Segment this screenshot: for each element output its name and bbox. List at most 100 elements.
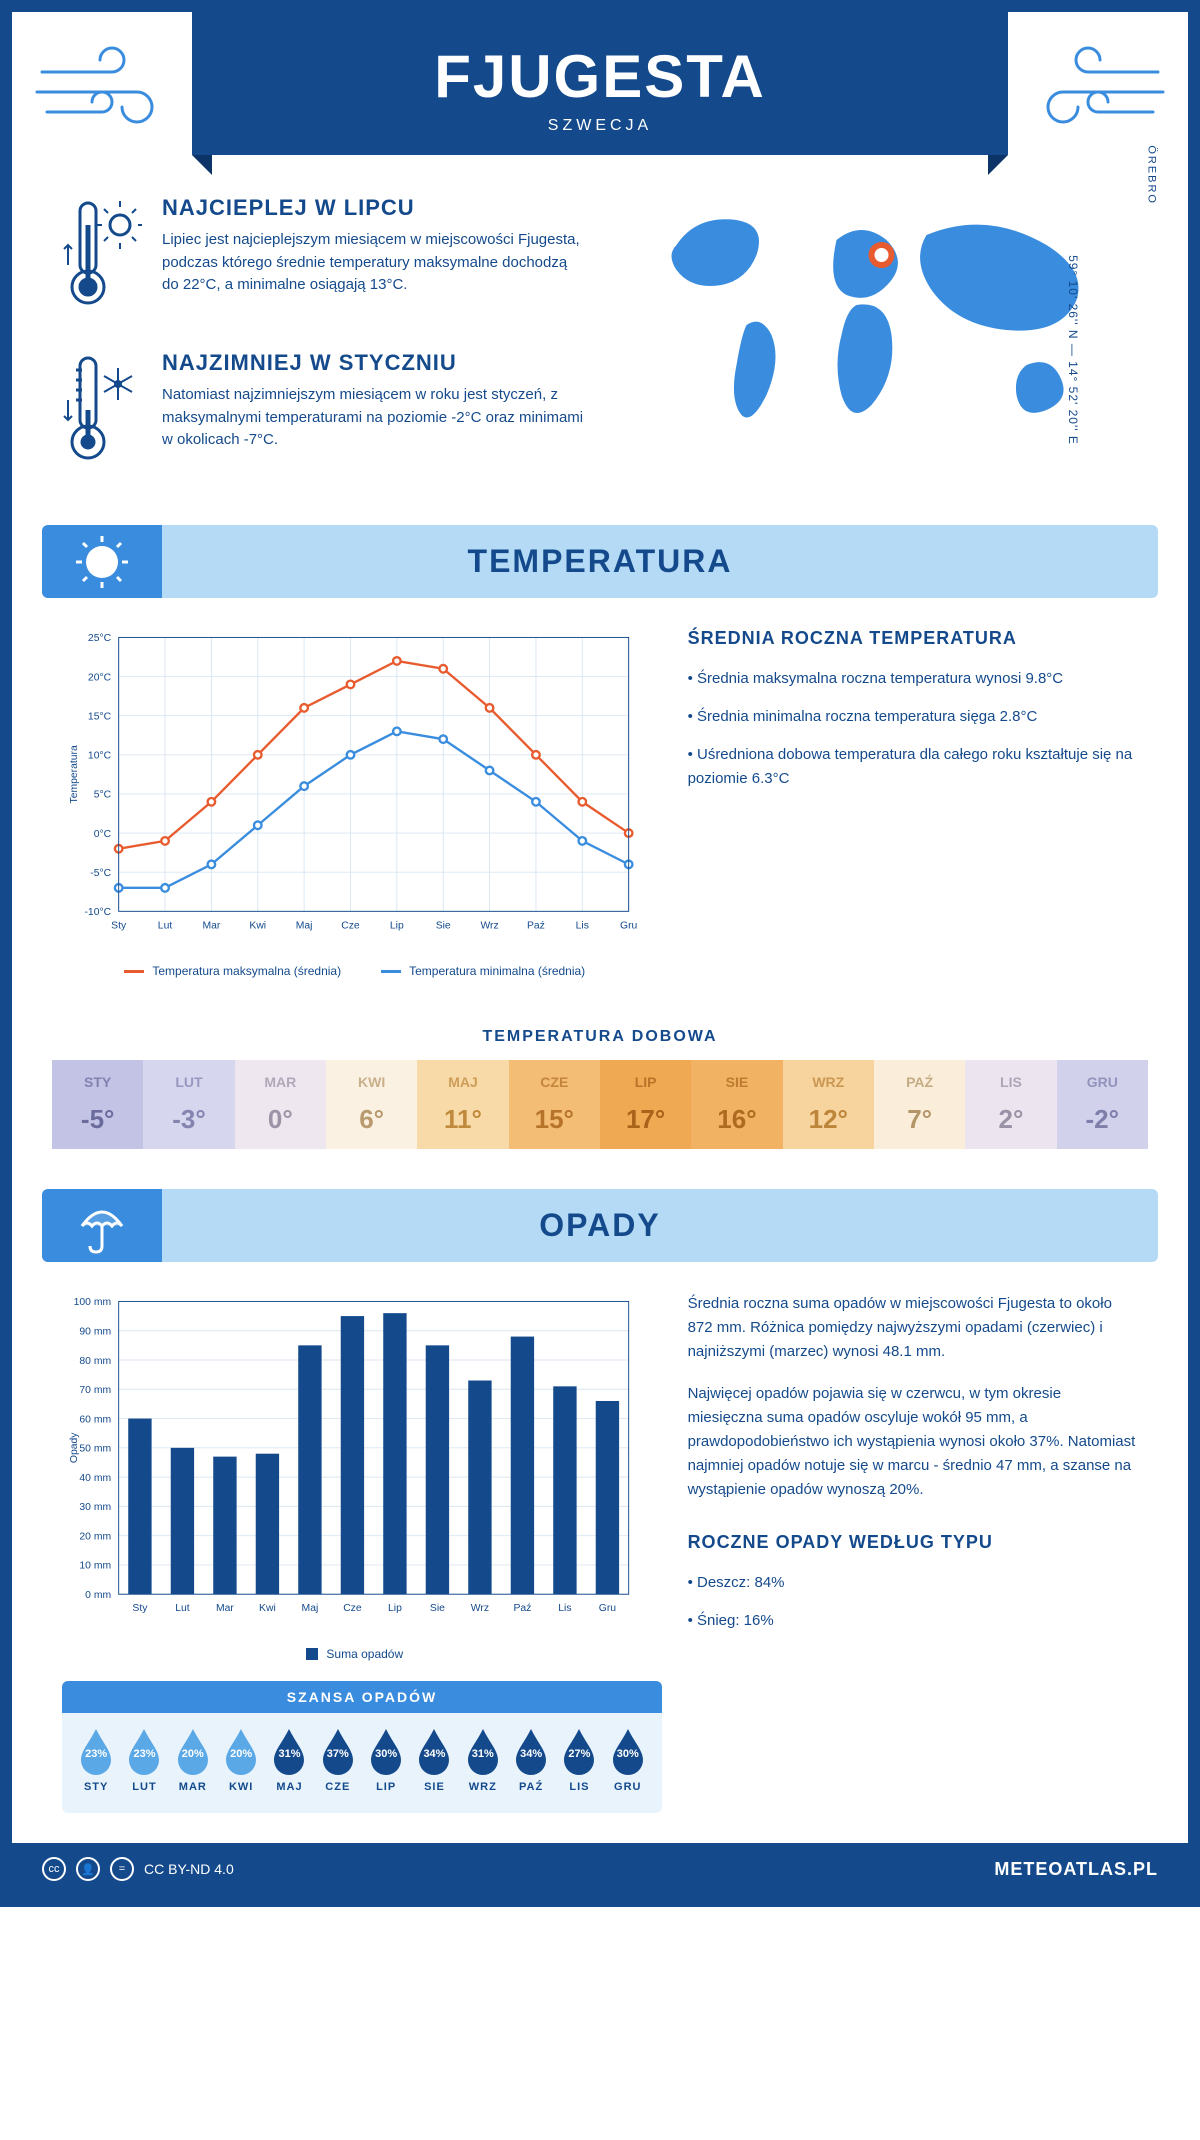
highlights-row: NAJCIEPLEJ W LIPCU Lipiec jest najcieple… <box>12 155 1188 525</box>
chance-percent: 27% <box>568 1748 590 1760</box>
daily-value: 0° <box>239 1104 322 1135</box>
coldest-text: Natomiast najzimniejszym miesiącem w rok… <box>162 384 585 452</box>
raindrop-icon: 27% <box>560 1727 598 1775</box>
svg-text:15°C: 15°C <box>88 711 112 722</box>
chance-month: STY <box>72 1781 120 1793</box>
daily-temp-cell: KWI6° <box>326 1060 417 1149</box>
chance-percent: 34% <box>520 1748 542 1760</box>
temperature-line-chart: -10°C-5°C0°C5°C10°C15°C20°C25°CStyLutMar… <box>62 628 648 949</box>
infographic-page: FJUGESTA SZWECJA NAJCIEPLEJ W LIPCU Lipi… <box>0 0 1200 1907</box>
warmest-text: Lipiec jest najcieplejszym miesiącem w m… <box>162 229 585 297</box>
rain-type-bullets: • Deszcz: 84%• Śnieg: 16% <box>688 1571 1138 1633</box>
daily-value: -5° <box>56 1104 139 1135</box>
svg-text:Lis: Lis <box>576 920 589 931</box>
daily-value: 15° <box>513 1104 596 1135</box>
daily-month: KWI <box>330 1074 413 1090</box>
raindrop-icon: 31% <box>270 1727 308 1775</box>
legend-max: Temperatura maksymalna (średnia) <box>124 964 341 978</box>
temperature-bullets: • Średnia maksymalna roczna temperatura … <box>688 667 1138 791</box>
country-name: SZWECJA <box>212 117 988 135</box>
daily-temp-cell: MAJ 11° <box>417 1060 508 1149</box>
svg-text:Cze: Cze <box>341 920 360 931</box>
daily-month: CZE <box>513 1074 596 1090</box>
daily-month: STY <box>56 1074 139 1090</box>
temperature-legend: Temperatura maksymalna (średnia) Tempera… <box>62 964 648 978</box>
legend-swatch-min <box>381 970 401 973</box>
svg-text:Wrz: Wrz <box>471 1603 489 1614</box>
svg-text:10 mm: 10 mm <box>79 1561 111 1572</box>
coldest-title: NAJZIMNIEJ W STYCZNIU <box>162 350 585 376</box>
chance-month: PAŹ <box>507 1781 555 1793</box>
svg-text:100 mm: 100 mm <box>74 1297 111 1308</box>
chance-month: GRU <box>604 1781 652 1793</box>
rainfall-legend: Suma opadów <box>62 1647 648 1661</box>
svg-text:Paź: Paź <box>527 920 545 931</box>
svg-text:25°C: 25°C <box>88 633 112 644</box>
svg-text:Lut: Lut <box>158 920 173 931</box>
daily-value: -3° <box>147 1104 230 1135</box>
svg-text:5°C: 5°C <box>94 790 112 801</box>
svg-text:Gru: Gru <box>599 1603 617 1614</box>
daily-temp-cell: LIP17° <box>600 1060 691 1149</box>
daily-value: 11° <box>421 1104 504 1135</box>
warmest-block: NAJCIEPLEJ W LIPCU Lipiec jest najcieple… <box>62 195 585 320</box>
region-label: ÖREBRO <box>1146 145 1158 205</box>
svg-text:Paź: Paź <box>513 1603 531 1614</box>
daily-value: 2° <box>969 1104 1052 1135</box>
temperature-bullet: • Średnia minimalna roczna temperatura s… <box>688 705 1138 729</box>
chance-cell: 23% STY <box>72 1727 120 1793</box>
rainfall-section-header: OPADY <box>42 1189 1158 1262</box>
daily-month: GRU <box>1061 1074 1144 1090</box>
svg-text:Mar: Mar <box>216 1603 234 1614</box>
rain-chance-title: SZANSA OPADÓW <box>62 1681 662 1713</box>
svg-text:-5°C: -5°C <box>90 868 111 879</box>
rain-chance-row: 23% STY 23% LUT 20% MAR 20% KWI 31% MAJ … <box>62 1713 662 1799</box>
chance-month: KWI <box>217 1781 265 1793</box>
svg-text:Kwi: Kwi <box>259 1603 276 1614</box>
raindrop-icon: 31% <box>464 1727 502 1775</box>
rainfall-text-1: Średnia roczna suma opadów w miejscowośc… <box>688 1292 1138 1364</box>
chance-percent: 20% <box>230 1748 252 1760</box>
daily-month: MAJ <box>421 1074 504 1090</box>
rainfall-chart-column: 0 mm10 mm20 mm30 mm40 mm50 mm60 mm70 mm8… <box>62 1292 648 1661</box>
svg-text:60 mm: 60 mm <box>79 1414 111 1425</box>
daily-value: 16° <box>695 1104 778 1135</box>
chance-cell: 34% SIE <box>410 1727 458 1793</box>
thermometer-snow-icon <box>62 350 142 475</box>
footer: cc 👤 = CC BY-ND 4.0 METEOATLAS.PL <box>12 1843 1188 1895</box>
daily-temp-title: TEMPERATURA DOBOWA <box>12 1028 1188 1046</box>
chance-month: LIP <box>362 1781 410 1793</box>
daily-month: MAR <box>239 1074 322 1090</box>
daily-temp-cell: LUT -3° <box>143 1060 234 1149</box>
svg-text:40 mm: 40 mm <box>79 1473 111 1484</box>
daily-temp-cell: LIS2° <box>965 1060 1056 1149</box>
rainfall-bar-chart: 0 mm10 mm20 mm30 mm40 mm50 mm60 mm70 mm8… <box>62 1292 648 1632</box>
svg-text:Lip: Lip <box>390 920 404 931</box>
svg-text:Kwi: Kwi <box>249 920 266 931</box>
svg-text:Maj: Maj <box>302 1603 319 1614</box>
coordinates-label: 59° 10' 26'' N — 14° 52' 20'' E <box>1066 255 1080 445</box>
highlights-text-column: NAJCIEPLEJ W LIPCU Lipiec jest najcieple… <box>62 195 585 505</box>
raindrop-icon: 34% <box>512 1727 550 1775</box>
raindrop-icon: 23% <box>125 1727 163 1775</box>
daily-value: 7° <box>878 1104 961 1135</box>
temperature-chart-column: -10°C-5°C0°C5°C10°C15°C20°C25°CStyLutMar… <box>62 628 648 978</box>
rain-chance-panel: SZANSA OPADÓW 23% STY 23% LUT 20% MAR 20… <box>62 1681 662 1813</box>
svg-text:Lis: Lis <box>558 1603 571 1614</box>
rainfall-row: 0 mm10 mm20 mm30 mm40 mm50 mm60 mm70 mm8… <box>12 1262 1188 1681</box>
temperature-row: -10°C-5°C0°C5°C10°C15°C20°C25°CStyLutMar… <box>12 598 1188 1008</box>
svg-text:Wrz: Wrz <box>480 920 498 931</box>
daily-temp-cell: WRZ12° <box>783 1060 874 1149</box>
daily-month: LUT <box>147 1074 230 1090</box>
raindrop-icon: 34% <box>415 1727 453 1775</box>
svg-text:Lut: Lut <box>175 1603 190 1614</box>
chance-cell: 20% MAR <box>169 1727 217 1793</box>
raindrop-icon: 20% <box>174 1727 212 1775</box>
legend-min: Temperatura minimalna (średnia) <box>381 964 585 978</box>
header: FJUGESTA SZWECJA <box>12 12 1188 155</box>
temperature-info-column: ŚREDNIA ROCZNA TEMPERATURA • Średnia mak… <box>688 628 1138 978</box>
svg-text:Lip: Lip <box>388 1603 402 1614</box>
chance-month: MAJ <box>265 1781 313 1793</box>
chance-cell: 34% PAŹ <box>507 1727 555 1793</box>
chance-percent: 30% <box>375 1748 397 1760</box>
